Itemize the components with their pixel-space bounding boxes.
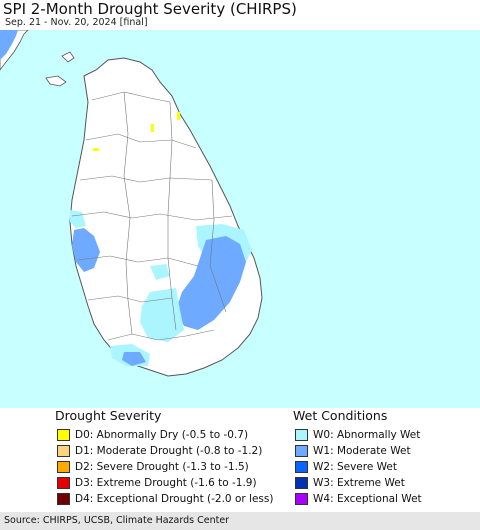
swatch-w1 [295,445,308,457]
map-subtitle: Sep. 21 - Nov. 20, 2024 [final] [5,17,148,28]
swatch-d1 [57,445,70,457]
header: SPI 2-Month Drought Severity (CHIRPS) Se… [0,0,480,30]
legend-label-d1: D1: Moderate Drought (-0.8 to -1.2) [75,445,263,457]
jaffna-islands [61,51,75,63]
map-title: SPI 2-Month Drought Severity (CHIRPS) [3,0,297,18]
swatch-w2 [295,461,308,473]
legend-label-w1: W1: Moderate Wet [313,445,411,457]
northwest-dry-spot [93,148,99,151]
sri-lanka-map [0,30,263,377]
wet-legend-title: Wet Conditions [293,408,388,423]
central-w0 [150,264,170,280]
india-wet-patch [0,30,18,60]
swatch-d3 [57,477,70,489]
legend-label-w0: W0: Abnormally Wet [313,429,421,441]
north-dry-spot-1 [151,124,154,132]
west-coast-wet [72,228,100,272]
south-w1 [122,352,146,366]
swatch-d4 [57,493,70,505]
legend-label-d3: D3: Extreme Drought (-1.6 to -1.9) [75,477,257,489]
district-borders [71,91,233,341]
drought-legend-title: Drought Severity [55,408,162,423]
source-credit: Source: CHIRPS, UCSB, Climate Hazards Ce… [4,515,230,526]
map-area [0,30,480,408]
footer: Source: CHIRPS, UCSB, Climate Hazards Ce… [0,512,480,530]
swatch-d0 [57,429,70,441]
east-wet-w1 [176,236,246,330]
southeast-w0 [140,288,184,342]
swatch-d2 [57,461,70,473]
mannar-island [45,75,67,87]
legend-label-w3: W3: Extreme Wet [313,477,405,489]
legend: Drought Severity Wet Conditions D0: Abno… [0,408,480,512]
legend-label-d2: D2: Severe Drought (-1.3 to -1.5) [75,461,249,473]
swatch-w3 [295,477,308,489]
legend-label-w4: W4: Exceptional Wet [313,493,422,505]
legend-label-d4: D4: Exceptional Drought (-2.0 or less) [75,493,274,505]
swatch-w4 [295,493,308,505]
swatch-w0 [295,429,308,441]
north-dry-spot-2 [177,112,180,120]
legend-label-d0: D0: Abnormally Dry (-0.5 to -0.7) [75,429,249,441]
legend-label-w2: W2: Severe Wet [313,461,397,473]
